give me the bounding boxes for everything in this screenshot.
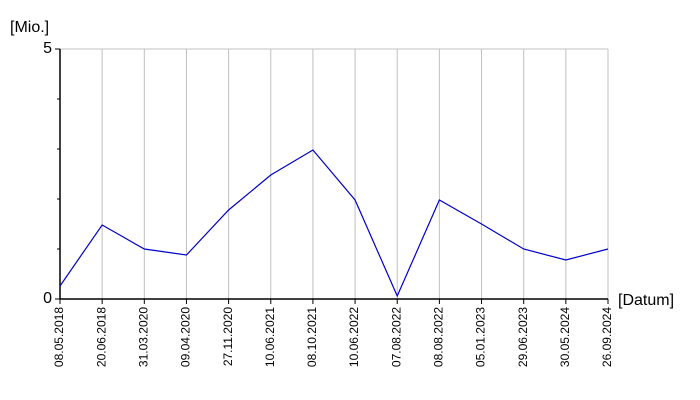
x-tick-label: 08.10.2021 [305,307,319,367]
x-tick-label: 31.03.2020 [136,307,150,367]
y-tick-label: 5 [43,40,52,57]
data-line [59,149,609,298]
y-axis-label: [Mio.] [10,19,49,36]
x-tick-label: 29.06.2023 [516,307,530,367]
x-tick-label: 27.11.2020 [221,307,235,366]
x-tick-label: 10.06.2021 [263,307,277,367]
x-tick-label: 05.01.2023 [474,307,488,367]
x-tick-label: 20.06.2018 [94,307,108,367]
x-tick-label: 08.08.2022 [432,307,446,367]
x-axis-label: [Datum] [618,292,674,309]
x-tick-label: 26.09.2024 [600,307,614,367]
x-tick-label: 08.05.2018 [52,307,66,367]
x-tick-label: 09.04.2020 [179,307,193,367]
y-tick-label: 0 [43,290,52,307]
x-tick-label: 30.05.2024 [558,307,572,367]
x-tick-label: 10.06.2022 [347,307,361,367]
x-tick-label: 07.08.2022 [389,307,403,367]
